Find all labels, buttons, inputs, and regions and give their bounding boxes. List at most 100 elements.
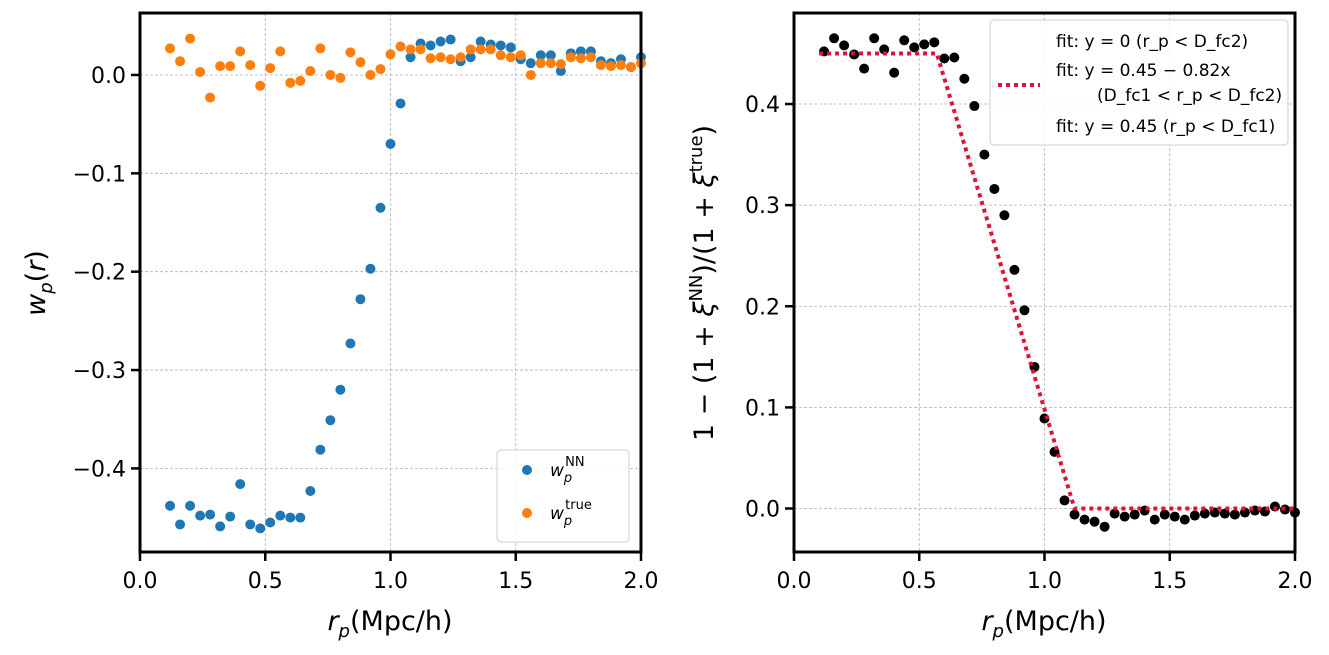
data-point	[525, 69, 536, 80]
left-x-ticks: 0.0 0.5 1.0 1.5 2.0	[123, 552, 659, 594]
y-tick-label: −0.3	[73, 359, 126, 384]
left-y-ticks: 0.0 −0.1 −0.2 −0.3 −0.4	[73, 64, 140, 482]
right-y-ticks: 0.0 0.1 0.2 0.3 0.4	[745, 93, 794, 523]
data-point	[515, 50, 526, 61]
x-tick-label: 1.0	[1027, 569, 1062, 594]
data-point	[989, 183, 1000, 194]
right-legend-box	[989, 19, 1289, 146]
data-point	[465, 52, 476, 63]
data-point	[545, 58, 556, 69]
data-point	[1109, 508, 1120, 519]
data-point	[1079, 514, 1090, 525]
right-data-points	[819, 33, 1300, 532]
right-panel: 0.0 0.5 1.0 1.5 2.0 0.0 0.1 0.2 0.3 0.4 rp(Mpc/h…	[686, 11, 1313, 642]
y-tick-label: 0.0	[745, 498, 780, 523]
data-point	[1179, 514, 1190, 525]
data-point	[195, 67, 206, 78]
data-point	[575, 53, 586, 64]
data-point	[919, 39, 930, 50]
data-point	[545, 50, 556, 61]
data-point	[335, 72, 346, 83]
data-point	[295, 512, 306, 523]
data-point	[405, 52, 416, 63]
data-point	[999, 210, 1010, 221]
data-point	[505, 42, 516, 53]
data-point	[475, 44, 486, 55]
x-tick-label: 0.0	[123, 569, 158, 594]
data-point	[325, 415, 336, 426]
y-tick-label: 0.4	[745, 93, 780, 118]
data-point	[595, 60, 606, 71]
right-x-axis-label: rp(Mpc/h)	[981, 606, 1106, 642]
data-point	[425, 53, 436, 64]
left-x-axis-label: rp(Mpc/h)	[327, 606, 452, 642]
data-point	[395, 41, 406, 52]
data-point	[445, 54, 456, 65]
data-point	[395, 98, 406, 109]
data-point	[839, 40, 850, 51]
legend-marker-nn	[522, 465, 532, 475]
legend-fit-line-1: fit: y = 0 (r_p < D_fc2)	[1056, 32, 1248, 52]
data-point	[425, 40, 436, 51]
data-point	[475, 36, 486, 47]
data-point	[1019, 305, 1030, 316]
data-point	[265, 63, 276, 74]
data-point	[535, 50, 546, 61]
data-point	[1089, 516, 1100, 527]
data-point	[335, 384, 346, 395]
data-point	[495, 40, 506, 51]
data-point	[225, 61, 236, 72]
data-point	[235, 46, 246, 57]
data-point	[415, 44, 426, 55]
data-point	[555, 59, 566, 70]
data-point	[385, 49, 396, 60]
data-point	[285, 512, 296, 523]
data-point	[495, 50, 506, 61]
data-point	[455, 52, 466, 63]
data-point	[265, 517, 276, 528]
data-point	[205, 509, 216, 520]
data-point	[959, 73, 970, 84]
data-point	[175, 519, 186, 530]
y-tick-label: 0.1	[745, 396, 780, 421]
data-point	[165, 43, 176, 54]
data-point	[505, 52, 516, 63]
data-point	[485, 44, 496, 55]
data-point	[465, 44, 476, 55]
x-tick-label: 0.5	[248, 569, 283, 594]
data-point	[435, 36, 446, 47]
data-point	[345, 47, 356, 58]
data-point	[939, 53, 950, 64]
data-point	[255, 80, 266, 91]
data-point	[979, 149, 990, 160]
data-point	[969, 101, 980, 112]
x-tick-label: 1.5	[498, 569, 533, 594]
legend-fit-line-3: fit: y = 0.45 (r_p < D_fc1)	[1056, 117, 1275, 137]
data-point	[275, 510, 286, 521]
data-point	[929, 37, 940, 48]
data-point	[1189, 510, 1200, 521]
x-tick-label: 2.0	[624, 569, 659, 594]
data-point	[1159, 509, 1170, 520]
data-point	[909, 42, 920, 53]
data-point	[575, 46, 586, 57]
data-point	[625, 62, 636, 73]
data-point	[165, 500, 176, 511]
x-tick-label: 0.0	[777, 569, 812, 594]
x-tick-label: 2.0	[1278, 569, 1313, 594]
data-point	[235, 479, 246, 490]
data-point	[1219, 508, 1230, 519]
data-point	[375, 202, 386, 213]
legend-label-true: wptrue	[550, 498, 592, 529]
y-tick-label: −0.1	[73, 162, 126, 187]
data-point	[565, 52, 576, 63]
data-point	[355, 294, 366, 305]
data-point	[305, 486, 316, 497]
data-point	[215, 521, 226, 532]
data-point	[405, 44, 416, 55]
data-point	[275, 46, 286, 57]
data-point	[435, 52, 446, 63]
x-tick-label: 0.5	[902, 569, 937, 594]
y-tick-label: 0.3	[745, 194, 780, 219]
data-point	[215, 61, 226, 72]
